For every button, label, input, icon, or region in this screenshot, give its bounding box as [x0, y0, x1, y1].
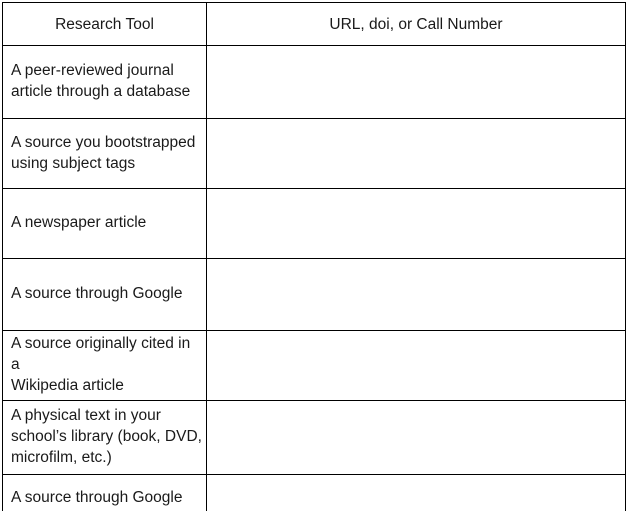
entry-cell[interactable] [206, 45, 626, 119]
table-row: A source you bootstrapped using subject … [2, 118, 626, 189]
research-tool-cell: A peer-reviewed journal article through … [2, 45, 207, 119]
table-row: A physical text in your school’s library… [2, 400, 626, 475]
entry-cell[interactable] [206, 258, 626, 331]
entry-cell[interactable] [206, 400, 626, 475]
table-row: A peer-reviewed journal article through … [2, 45, 626, 119]
entry-cell[interactable] [206, 330, 626, 401]
header-research-tool: Research Tool [2, 2, 207, 46]
research-tool-cell: A newspaper article [2, 188, 207, 259]
table-header-row: Research Tool URL, doi, or Call Number [2, 2, 626, 46]
research-tool-cell: A physical text in your school’s library… [2, 400, 207, 475]
table-row: A source through Google [2, 258, 626, 331]
entry-cell[interactable] [206, 188, 626, 259]
header-url-doi-call-number: URL, doi, or Call Number [206, 2, 626, 46]
research-tool-cell: A source through Google Scholar [2, 474, 207, 511]
research-tool-cell: A source originally cited in a Wikipedia… [2, 330, 207, 401]
table-row: A newspaper article [2, 188, 626, 259]
research-tool-cell: A source through Google [2, 258, 207, 331]
table-row: A source through Google Scholar [2, 474, 626, 511]
table-row: A source originally cited in a Wikipedia… [2, 330, 626, 401]
entry-cell[interactable] [206, 474, 626, 511]
entry-cell[interactable] [206, 118, 626, 189]
research-tool-cell: A source you bootstrapped using subject … [2, 118, 207, 189]
